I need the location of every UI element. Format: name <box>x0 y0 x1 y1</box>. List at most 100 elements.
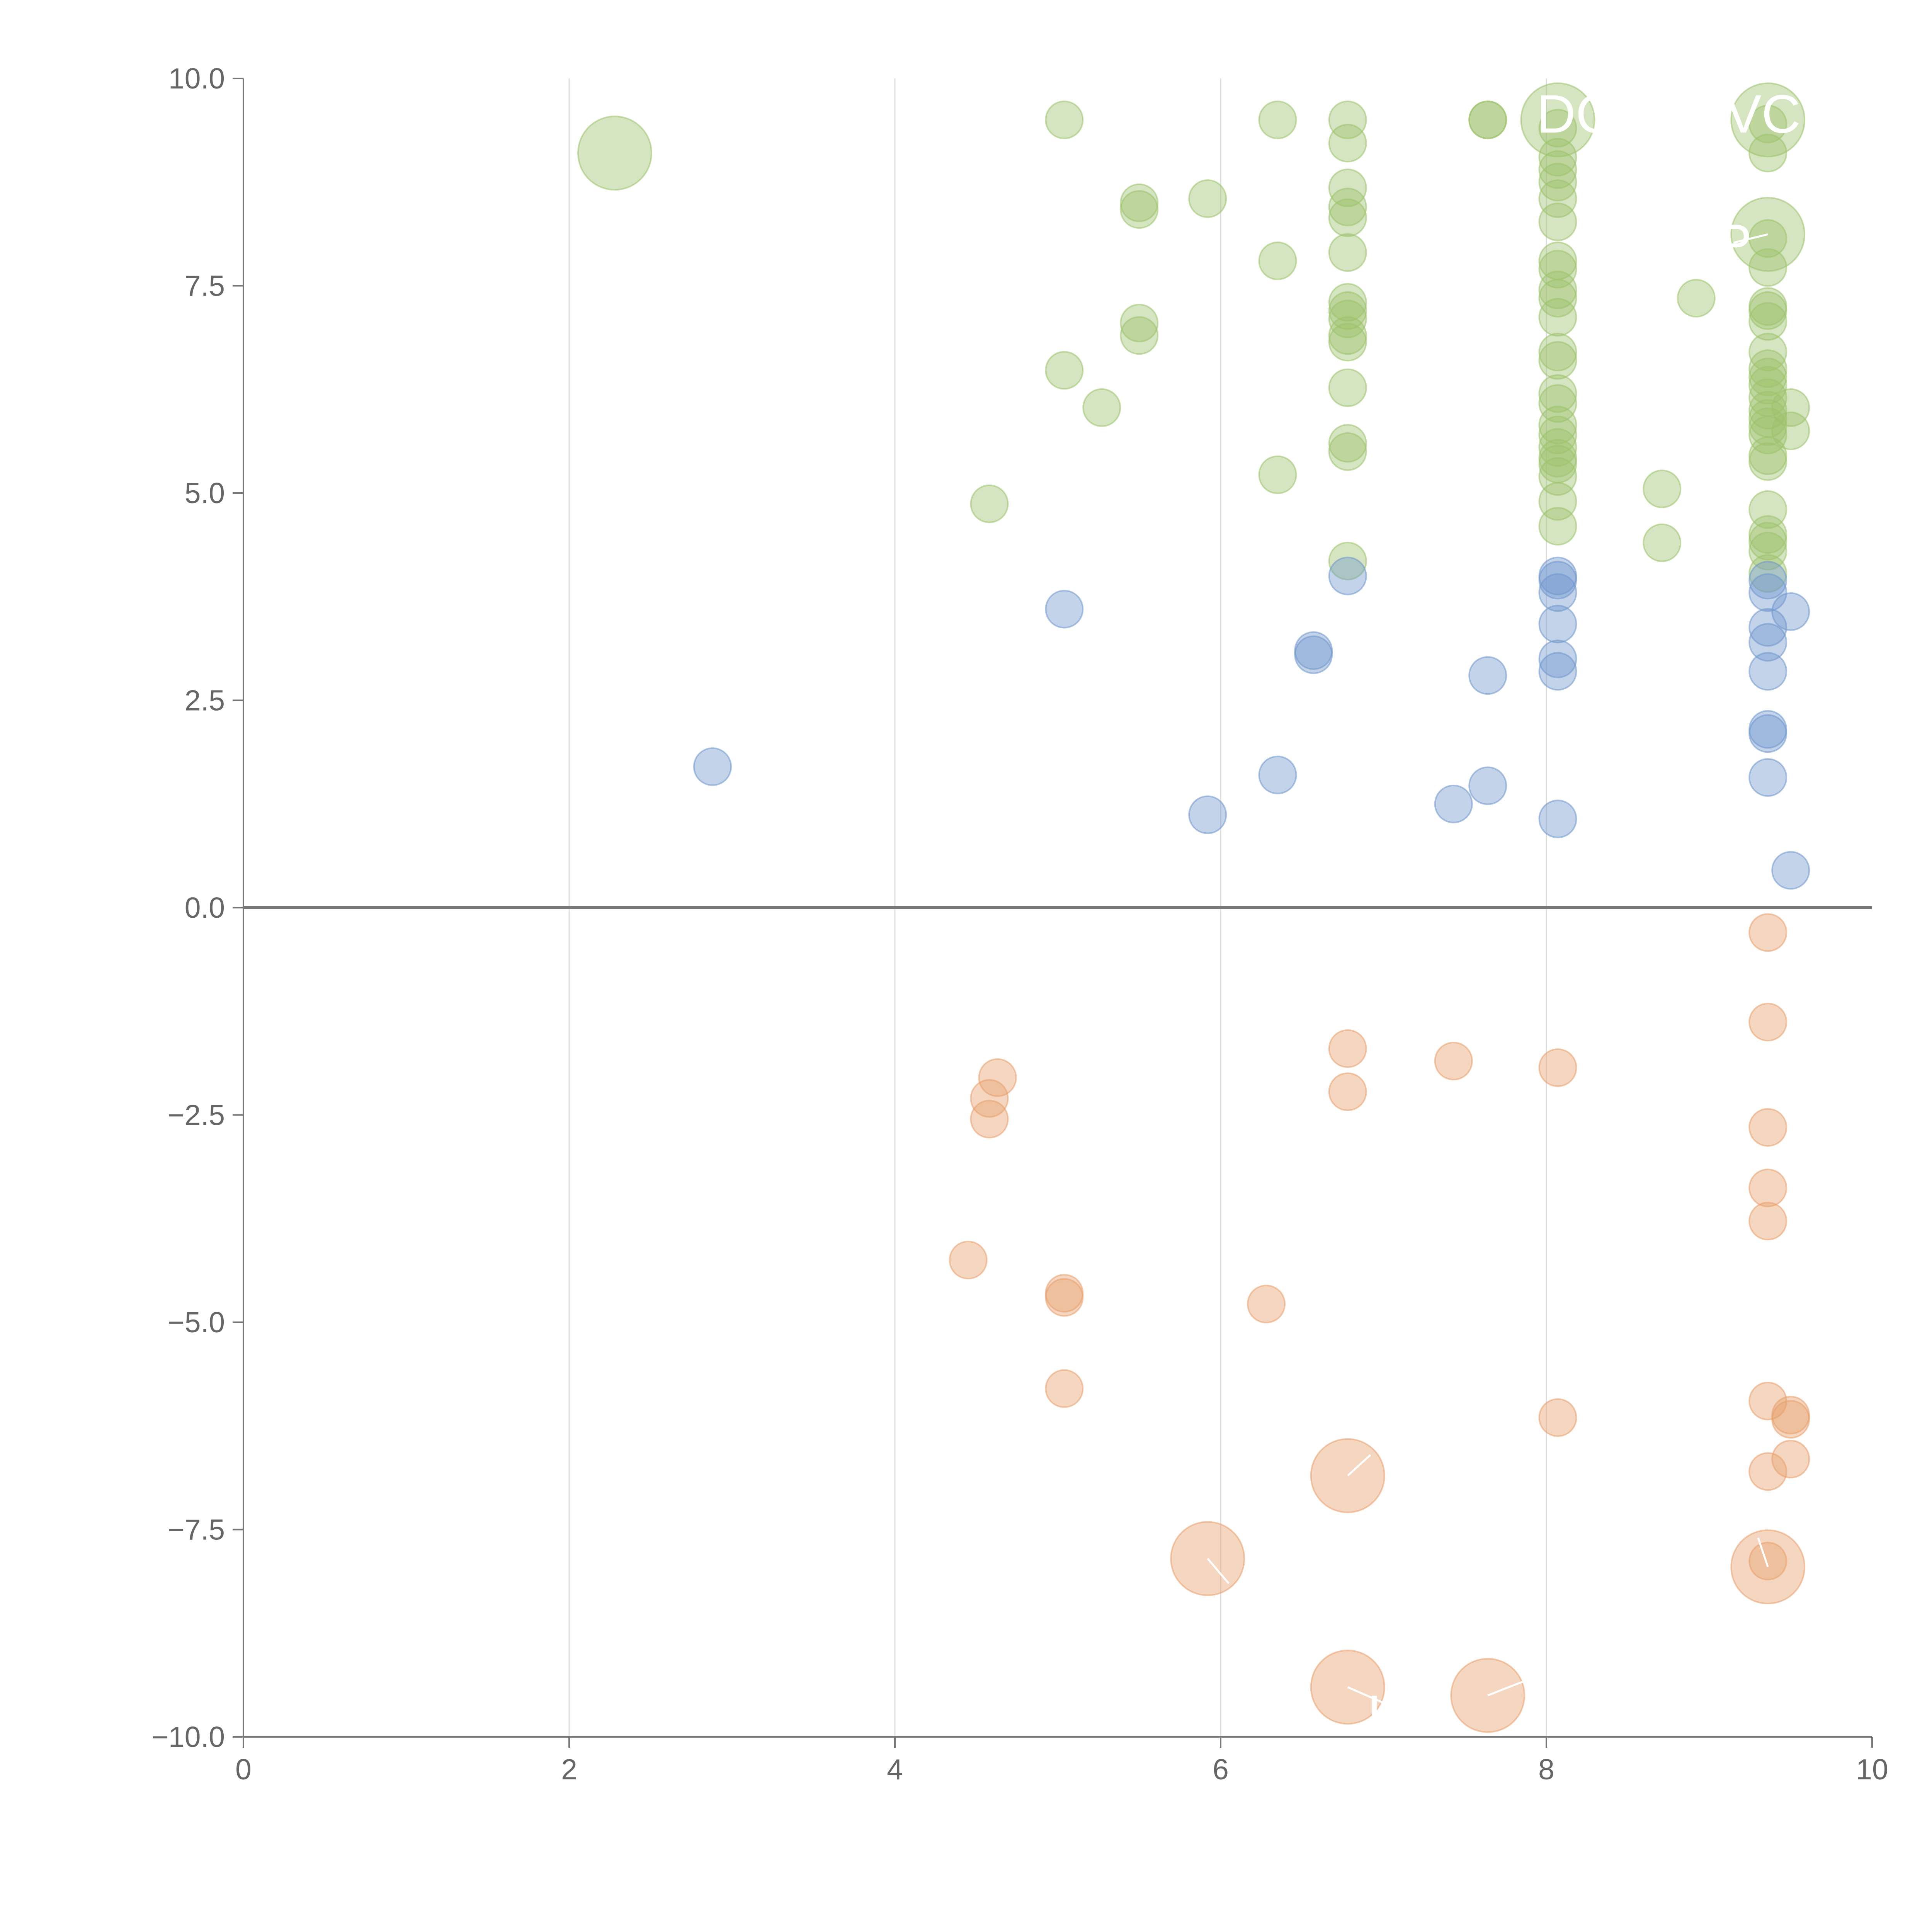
data-point[interactable] <box>1045 1369 1084 1408</box>
data-point[interactable] <box>693 747 732 786</box>
data-point[interactable] <box>1538 1048 1577 1087</box>
data-point[interactable] <box>1748 1452 1787 1491</box>
data-point[interactable] <box>1538 333 1577 372</box>
data-point[interactable] <box>1538 163 1577 202</box>
data-point[interactable] <box>1643 469 1682 509</box>
data-point[interactable] <box>1748 608 1787 647</box>
data-point[interactable] <box>1082 388 1121 427</box>
data-point[interactable] <box>1643 523 1682 562</box>
data-point[interactable] <box>1538 298 1577 337</box>
data-point[interactable] <box>1328 283 1367 322</box>
data-point[interactable] <box>1748 652 1787 691</box>
data-point[interactable] <box>1748 105 1787 144</box>
data-point[interactable] <box>1538 561 1577 600</box>
data-point[interactable] <box>1538 573 1577 612</box>
data-point[interactable] <box>1748 291 1787 330</box>
data-point[interactable] <box>1748 134 1787 173</box>
data-point[interactable] <box>1538 270 1577 310</box>
data-point[interactable] <box>1328 299 1367 338</box>
data-point[interactable] <box>1538 202 1577 242</box>
data-point[interactable] <box>970 484 1009 523</box>
data-point[interactable] <box>1120 190 1159 229</box>
data-point[interactable] <box>1677 279 1716 318</box>
data-point[interactable] <box>1434 784 1473 823</box>
data-point[interactable] <box>1748 1542 1787 1581</box>
data-point[interactable] <box>1328 187 1367 226</box>
data-point[interactable] <box>1188 795 1227 834</box>
data-point[interactable] <box>1328 100 1367 139</box>
data-point[interactable] <box>1328 556 1367 595</box>
data-point[interactable] <box>1538 150 1577 189</box>
data-point[interactable] <box>1538 250 1577 289</box>
data-point[interactable] <box>1468 766 1507 805</box>
data-point[interactable] <box>1748 561 1787 600</box>
data-point[interactable] <box>1468 656 1507 695</box>
data-point[interactable] <box>1748 248 1787 287</box>
data-point[interactable] <box>1538 652 1577 691</box>
data-point[interactable] <box>577 116 653 191</box>
data-point[interactable] <box>1258 455 1297 494</box>
data-point[interactable] <box>970 1100 1009 1139</box>
data-point[interactable] <box>1328 1029 1367 1068</box>
data-point[interactable] <box>1294 635 1333 674</box>
data-point[interactable] <box>1468 100 1507 139</box>
data-point[interactable] <box>1748 1108 1787 1147</box>
data-point[interactable] <box>1538 1398 1577 1437</box>
data-point[interactable] <box>1538 605 1577 644</box>
data-point[interactable] <box>1748 436 1787 475</box>
data-point[interactable] <box>1045 351 1084 390</box>
data-point[interactable] <box>1328 432 1367 471</box>
data-point[interactable] <box>1748 302 1787 341</box>
data-point[interactable] <box>1748 532 1787 571</box>
data-point[interactable] <box>1258 755 1297 794</box>
data-point[interactable] <box>1328 424 1367 463</box>
data-point[interactable] <box>1328 368 1367 407</box>
data-point[interactable] <box>1771 1440 1810 1479</box>
data-point[interactable] <box>1045 590 1084 629</box>
data-point[interactable] <box>1328 323 1367 362</box>
data-point[interactable] <box>1771 412 1810 451</box>
data-point[interactable] <box>1771 592 1810 631</box>
data-point[interactable] <box>1538 374 1577 413</box>
data-point[interactable] <box>1247 1284 1286 1323</box>
data-point[interactable] <box>1748 1202 1787 1241</box>
data-point[interactable] <box>1538 341 1577 380</box>
data-point[interactable] <box>1730 82 1806 158</box>
data-point[interactable] <box>1120 304 1159 343</box>
data-point[interactable] <box>1328 198 1367 237</box>
data-point[interactable] <box>1538 179 1577 218</box>
data-point[interactable] <box>1258 242 1297 281</box>
data-point[interactable] <box>1538 406 1577 445</box>
data-point[interactable] <box>1538 428 1577 467</box>
data-point[interactable] <box>1045 100 1084 139</box>
data-point[interactable] <box>1748 573 1787 612</box>
data-point[interactable] <box>1748 758 1787 797</box>
data-point[interactable] <box>1328 1072 1367 1111</box>
data-point[interactable] <box>1748 349 1787 388</box>
data-point[interactable] <box>1520 82 1595 158</box>
data-point[interactable] <box>970 1079 1009 1118</box>
data-point[interactable] <box>1748 522 1787 561</box>
data-point[interactable] <box>978 1058 1017 1097</box>
data-point[interactable] <box>1045 1278 1084 1317</box>
data-point[interactable] <box>1188 179 1227 218</box>
data-point[interactable] <box>1748 1168 1787 1208</box>
data-point[interactable] <box>1771 851 1810 890</box>
data-point[interactable] <box>1328 233 1367 272</box>
data-point[interactable] <box>1748 623 1787 662</box>
data-point[interactable] <box>1748 442 1787 481</box>
data-point[interactable] <box>1328 124 1367 163</box>
data-point[interactable] <box>1748 1003 1787 1042</box>
data-point[interactable] <box>1748 357 1787 396</box>
data-point[interactable] <box>1328 541 1367 580</box>
data-point[interactable] <box>1434 1042 1473 1081</box>
data-point[interactable] <box>1120 316 1159 355</box>
data-point[interactable] <box>1538 415 1577 454</box>
data-point[interactable] <box>1748 714 1787 753</box>
data-point[interactable] <box>1538 799 1577 838</box>
data-point[interactable] <box>1771 388 1810 427</box>
data-point[interactable] <box>1771 1400 1810 1439</box>
data-point[interactable] <box>1538 384 1577 423</box>
data-point[interactable] <box>1538 507 1577 546</box>
data-point[interactable] <box>1538 639 1577 679</box>
